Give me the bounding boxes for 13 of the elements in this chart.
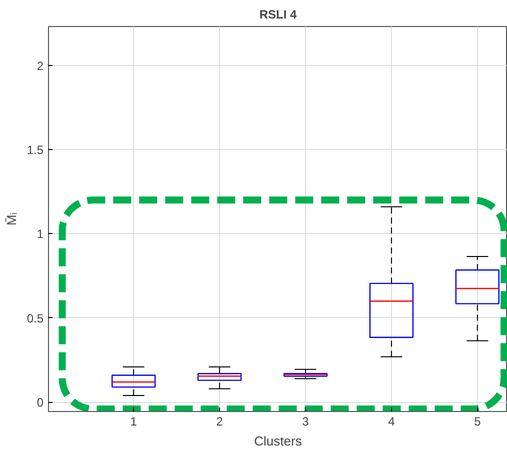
y-tick-label: 1 (36, 227, 44, 242)
x-tick-label: 4 (388, 414, 396, 428)
x-tick-label: 1 (130, 414, 138, 428)
chart-title: RSLI 4 (259, 8, 297, 22)
y-tick-label: 0 (36, 396, 44, 410)
x-tick-label: 3 (302, 414, 310, 428)
x-tick-label: 2 (216, 414, 224, 428)
x-axis-title: Clusters (254, 434, 302, 448)
y-tick-label: 2 (36, 58, 44, 73)
y-tick-label: 1.5 (26, 143, 44, 157)
x-tick-label: 5 (474, 414, 482, 428)
y-tick-label: 0.5 (26, 311, 44, 326)
y-axis-title: M̄ᵢ (4, 212, 19, 226)
